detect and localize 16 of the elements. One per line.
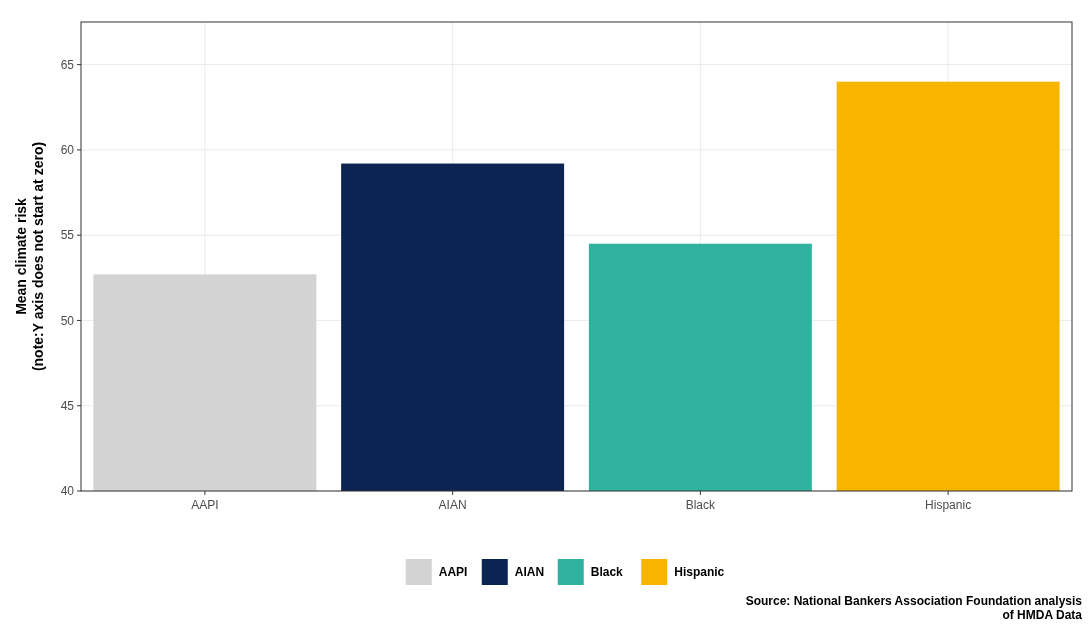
legend-label: Hispanic xyxy=(674,565,725,580)
x-tick-label: AAPI xyxy=(191,498,219,512)
legend-label: AIAN xyxy=(514,565,545,580)
source-note: Source: National Bankers Association Foundation analysis of HMDA Data xyxy=(745,594,1083,622)
y-tick-label: 40 xyxy=(60,484,75,499)
y-tick-label: 55 xyxy=(60,228,75,243)
x-tick-label: Hispanic xyxy=(925,498,972,512)
x-tick-label: Black xyxy=(685,498,717,512)
y-tick-label: 50 xyxy=(60,313,75,328)
y-tick-label: 65 xyxy=(60,57,75,72)
legend-label: AAPI xyxy=(438,565,468,580)
legend-label: Black xyxy=(590,565,624,580)
x-tick-label: AIAN xyxy=(438,498,467,512)
y-tick-label: 60 xyxy=(60,143,75,158)
y-axis-title: Mean climate risk (note:Y axis does not start at zero) xyxy=(13,141,46,372)
y-tick-label: 45 xyxy=(60,398,75,413)
